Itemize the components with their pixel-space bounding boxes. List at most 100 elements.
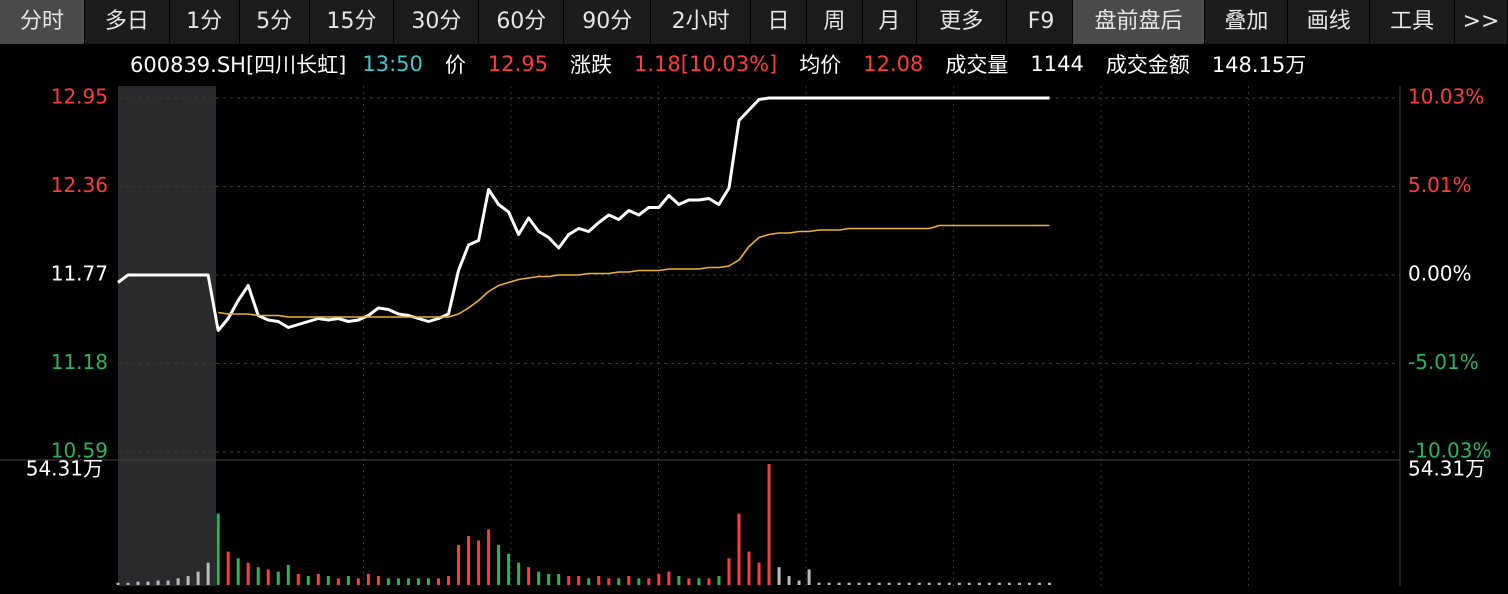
y-tick-label: 10.59	[51, 439, 108, 463]
volume-bar	[437, 578, 440, 585]
volume-bar	[346, 576, 350, 585]
toolbar-tab[interactable]: 盘前盘后	[1072, 0, 1206, 44]
toolbar-tab[interactable]: 画线	[1288, 0, 1371, 44]
volume-bar	[777, 567, 781, 585]
toolbar: 分时 多日 1分 5分 15分 30分 60分 90分 2小时日周月更多 F9 盘前盘后 叠加 画线 工具…	[0, 0, 1508, 44]
volume-bar	[276, 571, 280, 585]
field-label: 涨跌	[570, 53, 613, 77]
field-value: 12.08	[863, 52, 924, 76]
field-label: 价	[444, 53, 466, 77]
volume-bar	[406, 578, 410, 585]
toolbar-tab[interactable]: 60分	[479, 0, 565, 44]
volume-bar	[1027, 582, 1031, 585]
volume-bar	[426, 578, 430, 585]
volume-bar	[747, 551, 751, 585]
toolbar-tab[interactable]: 2小时	[651, 0, 752, 44]
volume-bar	[887, 582, 891, 585]
y-tick-label: 54.31万	[26, 457, 103, 481]
volume-bar	[787, 576, 791, 585]
toolbar-tab[interactable]: 月	[863, 0, 917, 44]
volume-bar	[947, 582, 951, 585]
volume-bar	[907, 582, 911, 585]
y2-tick-label: 5.01%	[1408, 173, 1472, 197]
volume-bar	[677, 576, 681, 585]
volume-bar	[587, 578, 591, 585]
volume-bar	[116, 582, 120, 585]
volume-bar	[1017, 582, 1021, 585]
toolbar-tab[interactable]: 90分	[564, 0, 652, 44]
volume-bar	[967, 582, 971, 585]
toolbar-tab[interactable]: 叠加	[1205, 0, 1289, 44]
y2-tick-label: 10.03%	[1408, 85, 1484, 109]
volume-bar	[827, 582, 831, 585]
volume-bar	[737, 513, 741, 585]
volume-bar	[997, 582, 1001, 585]
volume-bar	[487, 529, 491, 585]
field-value: 1.18[10.03%]	[634, 52, 778, 76]
toolbar-tab[interactable]: 更多	[917, 0, 1007, 44]
toolbar-tab[interactable]: 多日	[85, 0, 170, 44]
series-line	[117, 96, 1050, 332]
y-tick-label: 11.18	[51, 350, 108, 374]
time: 13:50	[362, 52, 423, 76]
toolbar-tab[interactable]: 30分	[394, 0, 480, 44]
volume-bar	[667, 571, 671, 585]
y-tick-label: 11.77	[51, 262, 108, 286]
volume-bar	[286, 564, 290, 585]
field-value: 12.95	[487, 52, 549, 76]
volume-bar	[266, 569, 270, 585]
volume-bar	[1047, 582, 1051, 585]
volume-bar	[226, 551, 230, 585]
pre-market-shade	[118, 86, 216, 586]
toolbar-tab[interactable]: 分时	[0, 0, 85, 44]
toolbar-tab[interactable]: 工具	[1370, 0, 1456, 44]
volume-bar	[627, 576, 631, 585]
volume-bar	[236, 558, 240, 585]
volume-bar	[507, 553, 511, 585]
volume-bar	[386, 578, 390, 585]
volume-bar	[957, 582, 961, 585]
y2-tick-label: -10.03%	[1408, 439, 1491, 463]
volume-bar	[467, 535, 471, 585]
volume-bar	[136, 581, 140, 585]
toolbar-tab[interactable]: 5分	[240, 0, 310, 44]
volume-bar	[547, 573, 551, 585]
volume-bar	[937, 582, 941, 585]
volume-bar	[577, 576, 581, 585]
volume-bar	[867, 582, 871, 585]
volume-bar	[977, 582, 981, 585]
volume-bar	[987, 582, 991, 585]
info-bar: 600839.SH[四川长虹] 13:50 价 12.95 涨跌 1.18[10.03…	[0, 44, 1508, 84]
volume-bar	[216, 513, 220, 585]
volume-bar	[366, 573, 370, 585]
volume-bar	[607, 578, 611, 585]
volume-bar	[717, 576, 721, 585]
toolbar-tab[interactable]: 1分	[170, 0, 240, 44]
volume-bar	[447, 576, 451, 585]
volume-bar	[927, 582, 931, 585]
volume-bar	[897, 582, 901, 585]
volume-bar	[196, 571, 200, 585]
volume-bar	[647, 578, 651, 585]
volume-bar	[246, 562, 250, 585]
volume-bar	[637, 578, 641, 585]
y-tick-label-right: 54.31万	[1408, 457, 1485, 481]
volume-bar	[817, 582, 821, 585]
toolbar-tab[interactable]: F9	[1011, 0, 1073, 44]
volume-bar	[727, 558, 731, 585]
toolbar-tab[interactable]: 周	[807, 0, 863, 44]
volume-bar	[376, 576, 380, 585]
volume-bar	[206, 562, 210, 585]
volume-bar	[416, 578, 420, 585]
volume-bar	[186, 576, 190, 585]
volume-bar	[326, 576, 330, 585]
volume-bar	[567, 576, 571, 585]
toolbar-tab[interactable]: 15分	[310, 0, 395, 44]
volume-bar	[857, 582, 861, 585]
volume-bar	[917, 582, 921, 585]
volume-bar	[877, 582, 881, 585]
volume-bar	[477, 540, 481, 585]
toolbar-tab[interactable]: 日	[751, 0, 807, 44]
volume-bar	[306, 576, 310, 585]
toolbar-tab[interactable]: >>	[1455, 0, 1508, 44]
